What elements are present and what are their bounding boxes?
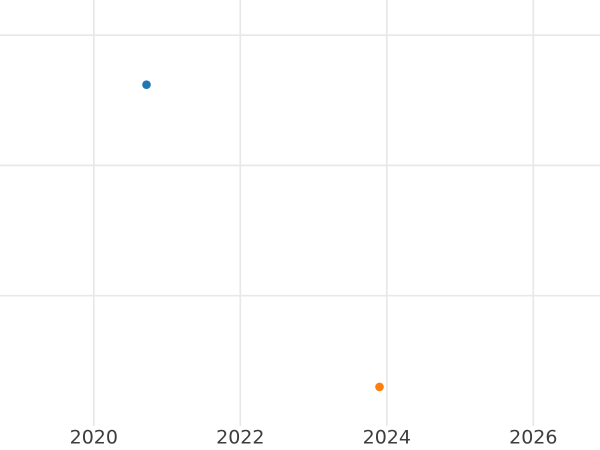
x-tick-label: 2022 <box>216 427 264 449</box>
scatter-point-series-1-orange <box>375 382 384 392</box>
x-tick-label: 2020 <box>70 427 118 449</box>
scatter-point-series-0-blue <box>142 80 151 89</box>
x-tick-label: 2024 <box>363 427 411 449</box>
x-tick-label: 2026 <box>509 427 557 449</box>
